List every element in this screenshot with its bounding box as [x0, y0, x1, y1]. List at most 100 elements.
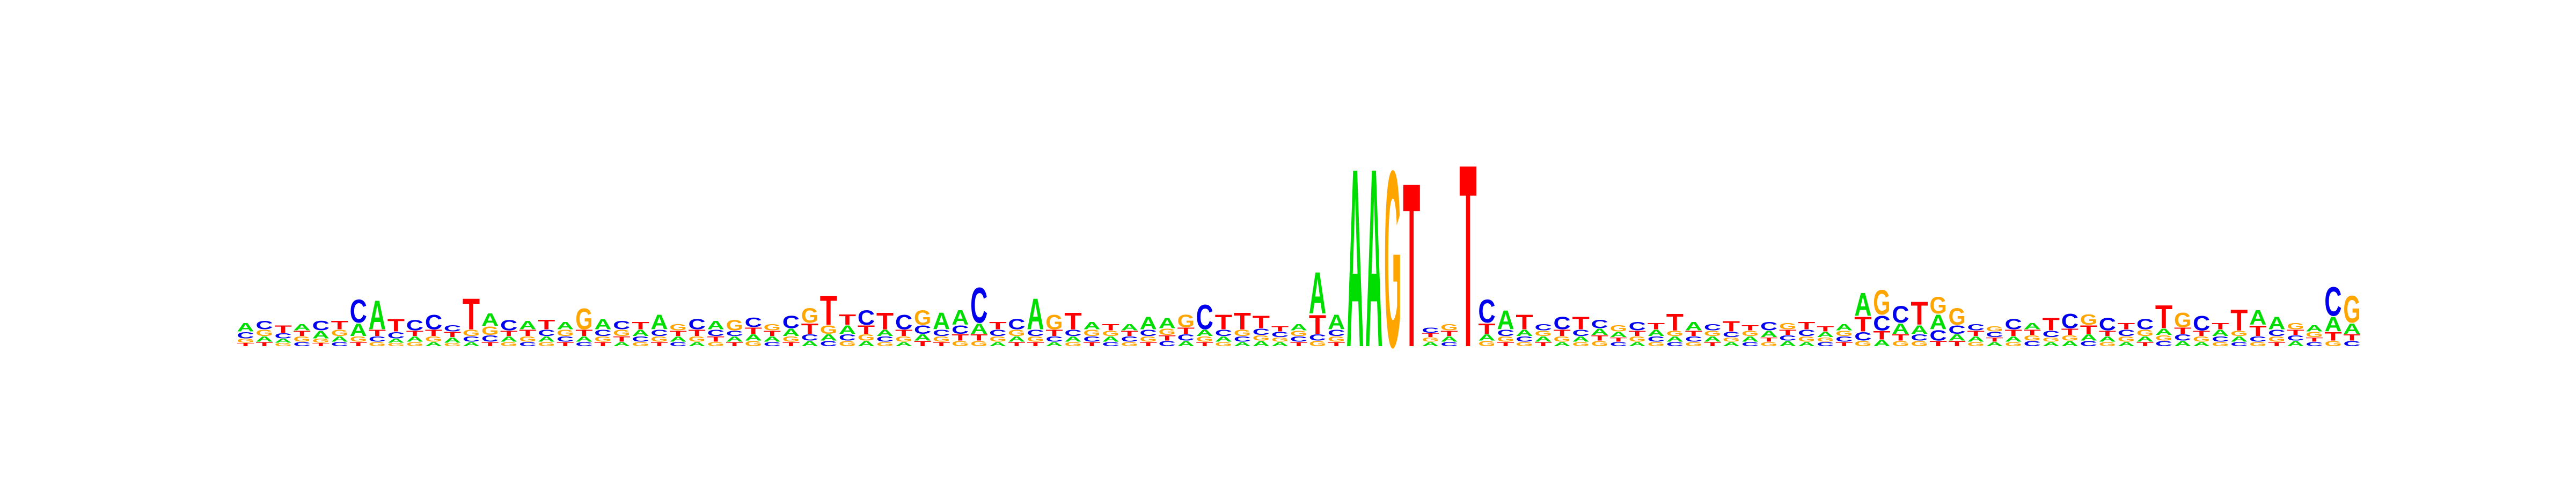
logo-letter-c: C [1309, 333, 1326, 342]
logo-letter-c: C [406, 317, 423, 333]
logo-letter-t: T [1140, 341, 1157, 347]
logo-letter-c: C [369, 335, 386, 343]
logo-letter-c: C [669, 341, 686, 347]
logo-letter-c: C [1478, 294, 1495, 330]
logo-letter-c: C [1986, 331, 2003, 339]
logo-letter-a: A [1346, 115, 1364, 400]
logo-letter-t: T [1760, 336, 1777, 343]
logo-letter-g: G [1196, 335, 1213, 343]
logo-letter-g: G [2061, 334, 2079, 342]
logo-letter-c: C [820, 340, 837, 348]
logo-letter-t: T [1741, 324, 1759, 332]
logo-letter-t: T [237, 342, 254, 347]
logo-letter-g: G [2230, 330, 2248, 338]
logo-letter-a: A [1008, 335, 1025, 343]
logo-letter-a: A [1497, 305, 1514, 335]
logo-letter-t: T [1835, 341, 1853, 347]
logo-letter-t: T [2212, 321, 2229, 331]
logo-letter-c: C [2193, 311, 2210, 335]
logo-letter-g: G [1572, 341, 1590, 348]
logo-letter-c: C [1516, 335, 1533, 343]
logo-letter-a: A [331, 335, 348, 343]
logo-letter-c: C [1008, 316, 1025, 332]
logo-letter-a: A [1121, 323, 1138, 332]
logo-letter-a: A [2193, 341, 2210, 347]
logo-letter-c: C [1779, 334, 1796, 342]
logo-letter-g: G [1986, 325, 2003, 333]
logo-letter-t: T [1459, 111, 1476, 402]
logo-letter-g: G [2249, 341, 2266, 348]
logo-letter-g: G [669, 322, 686, 332]
logo-letter-c: C [688, 316, 705, 332]
logo-letter-g: G [1177, 311, 1195, 331]
logo-column: T [1459, 111, 1476, 402]
logo-letter-c: C [1929, 327, 1946, 343]
logo-letter-g: G [989, 335, 1006, 343]
logo-letter-g: G [1253, 334, 1270, 342]
logo-letter-c: C [538, 328, 555, 338]
logo-letter-c: C [2136, 316, 2154, 332]
logo-letter-g: G [1741, 330, 1759, 338]
logo-letter-a: A [1704, 335, 1721, 343]
logo-letter-t: T [839, 311, 857, 328]
logo-letter-c: C [294, 341, 311, 347]
logo-letter-c: C [764, 341, 781, 347]
logo-letter-a: A [1440, 335, 1458, 343]
logo-letter-c: C [2343, 340, 2360, 348]
logo-letter-a: A [594, 316, 611, 332]
logo-letter-a: A [1534, 335, 1552, 343]
logo-letter-c: C [1572, 328, 1590, 338]
logo-letter-t: T [914, 340, 932, 348]
logo-letter-c: C [1648, 335, 1665, 343]
logo-letter-g: G [1610, 323, 1627, 333]
logo-letter-c: C [1253, 327, 1270, 337]
logo-letter-g: G [1102, 330, 1119, 338]
logo-letter-c: C [914, 323, 931, 336]
logo-letter-t: T [989, 320, 1006, 331]
logo-letter-a: A [1798, 341, 1815, 347]
logo-letter-c: C [557, 335, 574, 343]
logo-letter-a: A [500, 335, 517, 343]
logo-letter-g: G [2005, 341, 2022, 348]
logo-letter-a: A [274, 338, 291, 344]
logo-letter-t: T [2118, 321, 2135, 331]
logo-letter-t: T [1403, 134, 1420, 396]
logo-letter-a: A [2024, 321, 2041, 331]
logo-letter-a: A [1253, 340, 1270, 348]
logo-letter-g: G [1779, 321, 1796, 331]
logo-letter-g: G [444, 342, 461, 347]
logo-letter-c: C [2118, 328, 2135, 338]
logo-letter-t: T [1159, 334, 1176, 342]
logo-letter-c: C [274, 332, 291, 340]
logo-letter-t: T [876, 308, 894, 334]
logo-letter-c: C [1967, 323, 1984, 332]
logo-letter-t: T [1911, 296, 1928, 332]
logo-letter-c: C [1534, 323, 1552, 332]
logo-letter-c: C [1610, 341, 1627, 347]
logo-letter-c: C [1440, 341, 1458, 347]
logo-letter-g: G [2193, 335, 2210, 343]
logo-letter-a: A [1290, 323, 1307, 332]
logo-letter-g: G [2136, 328, 2154, 338]
logo-letter-t: T [2193, 330, 2211, 338]
logo-letter-t: T [2043, 314, 2060, 334]
logo-letter-g: G [274, 342, 291, 347]
logo-letter-c: C [1741, 341, 1759, 347]
logo-letter-g: G [1704, 330, 1721, 338]
logo-letter-c: C [1064, 328, 1081, 338]
